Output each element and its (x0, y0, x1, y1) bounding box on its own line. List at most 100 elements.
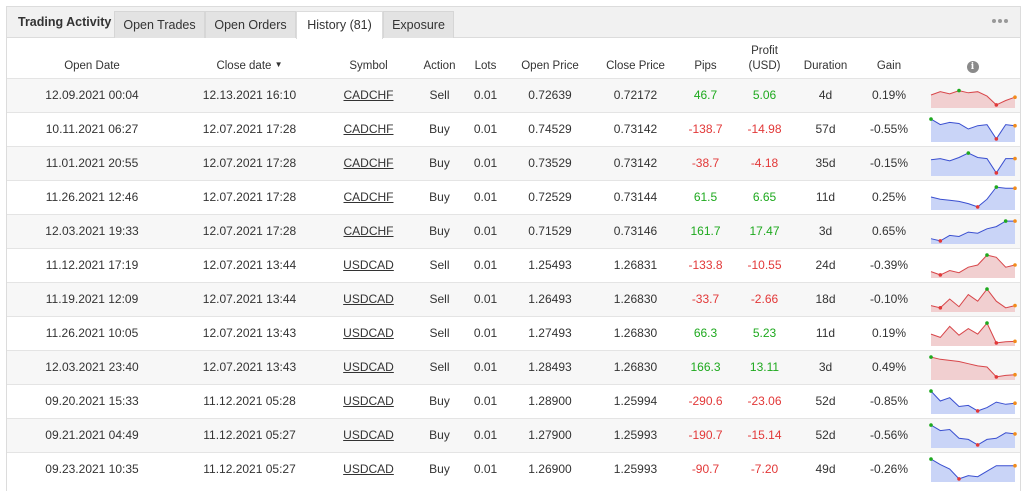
trade-sparkline[interactable] (928, 388, 1017, 414)
symbol-link[interactable]: CADCHF (343, 224, 394, 238)
sparkline-area (930, 289, 1015, 312)
cell-close-price: 1.25994 (613, 394, 658, 408)
trade-sparkline[interactable] (928, 456, 1017, 483)
cell-pips: 66.3 (693, 326, 718, 340)
cell-close-date: 12.07.2021 17:28 (202, 190, 297, 204)
header-pips[interactable]: Pips (694, 59, 717, 72)
cell-close-date: 12.13.2021 16:10 (202, 88, 297, 102)
cell-lots: 0.01 (473, 326, 498, 340)
cell-open-date: 11.19.2021 12:09 (45, 292, 139, 306)
cell-gain: -0.39% (869, 258, 909, 272)
table-row[interactable]: 12.03.2021 23:40 12.07.2021 13:43 USDCAD Se… (7, 350, 1020, 384)
sparkline-end-dot (1012, 156, 1017, 161)
table-row[interactable]: 09.21.2021 04:49 11.12.2021 05:27 USDCAD Bu… (7, 418, 1020, 452)
cell-profit: -23.06 (747, 394, 782, 408)
sparkline-low-dot (994, 103, 998, 107)
cell-gain: 0.49% (871, 360, 907, 374)
cell-open-date: 11.26.2021 12:46 (45, 190, 139, 204)
table-row[interactable]: 09.23.2021 10:35 11.12.2021 05:27 USDCAD Bu… (7, 452, 1020, 486)
trade-sparkline[interactable] (929, 286, 1017, 312)
cell-close-price: 1.25993 (613, 428, 658, 442)
trade-sparkline[interactable] (929, 320, 1017, 346)
table-row[interactable]: 12.03.2021 19:33 12.07.2021 17:28 CADCHF Bu… (7, 214, 1020, 248)
symbol-link[interactable]: CADCHF (343, 122, 394, 136)
symbol-link[interactable]: USDCAD (343, 462, 394, 477)
cell-open-price: 0.72529 (528, 190, 572, 204)
trade-sparkline[interactable] (928, 422, 1017, 448)
tab-exposure[interactable]: Exposure (383, 11, 454, 38)
symbol-link[interactable]: CADCHF (343, 88, 394, 102)
trade-sparkline[interactable] (928, 116, 1017, 142)
cell-open-price: 1.28900 (528, 394, 572, 408)
cell-open-price: 0.73529 (528, 156, 572, 170)
symbol-link[interactable]: USDCAD (343, 394, 394, 408)
cell-profit: -2.66 (750, 292, 779, 306)
cell-duration: 52d (815, 428, 836, 442)
sparkline-low-dot (994, 375, 998, 379)
cell-gain: 0.19% (871, 88, 907, 102)
table-row[interactable]: 10.11.2021 06:27 12.07.2021 17:28 CADCHF Bu… (7, 112, 1020, 146)
symbol-link[interactable]: CADCHF (343, 190, 394, 204)
trade-sparkline[interactable] (929, 252, 1017, 278)
cell-action: Buy (429, 156, 450, 170)
trade-sparkline[interactable] (929, 218, 1017, 244)
cell-pips: -38.7 (691, 156, 720, 170)
cell-open-date: 10.11.2021 06:27 (45, 122, 139, 136)
cell-action: Sell (429, 88, 450, 102)
header-close-date[interactable]: Close date ▼ (216, 59, 283, 72)
cell-close-price: 1.26830 (613, 292, 658, 306)
symbol-link[interactable]: CADCHF (343, 156, 394, 170)
cell-open-date: 09.23.2021 10:35 (45, 462, 139, 477)
info-icon[interactable]: i (966, 60, 979, 73)
cell-lots: 0.01 (473, 462, 498, 477)
cell-symbol: CADCHF (322, 180, 415, 214)
tab-history[interactable]: History (81) (296, 11, 383, 39)
symbol-link[interactable]: USDCAD (343, 258, 394, 272)
trade-sparkline[interactable] (929, 184, 1017, 210)
table-row[interactable]: 11.26.2021 10:05 12.07.2021 13:43 USDCAD Se… (7, 316, 1020, 350)
symbol-link[interactable]: USDCAD (343, 360, 394, 374)
header-close-price[interactable]: Close Price (606, 59, 665, 72)
header-profit[interactable]: Profit (USD) (748, 44, 781, 72)
trade-sparkline[interactable] (928, 354, 1017, 380)
table-row[interactable]: 09.20.2021 15:33 11.12.2021 05:28 USDCAD Bu… (7, 384, 1020, 418)
cell-profit: -14.98 (747, 122, 782, 136)
table-row[interactable]: 11.19.2021 12:09 12.07.2021 13:44 USDCAD Se… (7, 282, 1020, 316)
sparkline-low-dot (956, 477, 961, 481)
symbol-link[interactable]: USDCAD (343, 326, 394, 340)
cell-close-price: 1.26831 (613, 258, 658, 272)
cell-gain: -0.26% (869, 462, 909, 477)
tab-open-trades[interactable]: Open Trades (114, 11, 205, 38)
cell-profit: -4.18 (750, 156, 779, 170)
table-row[interactable]: 11.01.2021 20:55 12.07.2021 17:28 CADCHF Bu… (7, 146, 1020, 180)
symbol-link[interactable]: USDCAD (343, 292, 394, 306)
sparkline-low-dot (994, 171, 998, 175)
header-gain[interactable]: Gain (876, 59, 902, 72)
cell-gain: 0.19% (871, 326, 907, 340)
sparkline-line (930, 390, 1015, 412)
table-row[interactable]: 12.09.2021 00:04 12.13.2021 16:10 CADCHF Se… (7, 78, 1020, 112)
header-open-date[interactable]: Open Date (64, 59, 120, 72)
header-duration[interactable]: Duration (803, 59, 848, 72)
header-lots[interactable]: Lots (474, 59, 497, 72)
more-options-icon[interactable] (992, 16, 1010, 26)
header-symbol[interactable]: Symbol (349, 59, 388, 72)
cell-duration: 35d (815, 156, 836, 170)
tab-open-orders[interactable]: Open Orders (205, 11, 296, 38)
table-header-row: Open Date Close date ▼ Symbol Action Lot… (7, 38, 1020, 78)
trade-sparkline[interactable] (929, 82, 1017, 108)
sparkline-low-dot (938, 273, 942, 277)
cell-profit: 5.23 (752, 326, 777, 340)
sparkline-area (930, 90, 1015, 108)
cell-duration: 57d (815, 122, 836, 136)
table-row[interactable]: 11.26.2021 12:46 12.07.2021 17:28 CADCHF Bu… (7, 180, 1020, 214)
trade-sparkline[interactable] (929, 150, 1017, 176)
symbol-link[interactable]: USDCAD (343, 428, 394, 442)
header-open-price[interactable]: Open Price (521, 59, 579, 72)
sparkline-low-dot (975, 205, 979, 209)
table-row[interactable]: 11.12.2021 17:19 12.07.2021 13:44 USDCAD Se… (7, 248, 1020, 282)
cell-gain: -0.56% (869, 428, 909, 442)
header-action[interactable]: Action (423, 59, 456, 72)
cell-pips: 61.5 (693, 190, 718, 204)
sparkline-end-dot (1012, 123, 1017, 128)
